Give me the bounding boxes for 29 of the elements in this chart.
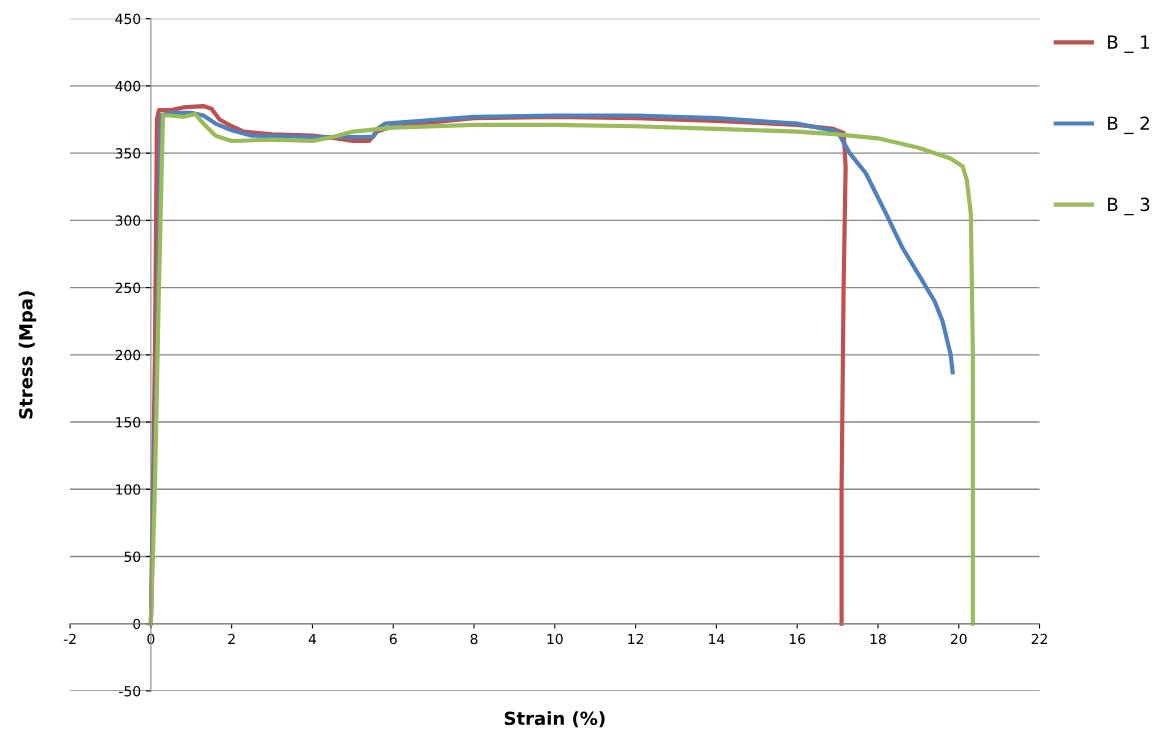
x-tick-label: 12 xyxy=(628,633,644,645)
x-tick-label: 14 xyxy=(709,633,725,645)
x-tick-label: 20 xyxy=(950,633,967,645)
y-tick-label: 400 xyxy=(115,80,141,92)
y-axis-title: Stress (Mpa) xyxy=(18,291,37,419)
y-tick-label: 50 xyxy=(124,551,141,562)
y-tick-label: 0 xyxy=(133,618,141,630)
x-tick-label: 4 xyxy=(308,633,317,645)
y-tick-label: 300 xyxy=(115,215,141,226)
x-tick-label: 0 xyxy=(147,633,155,645)
x-tick-label: -2 xyxy=(63,633,76,645)
y-tick-label: 200 xyxy=(115,349,141,361)
x-tick-label: 16 xyxy=(789,633,806,645)
legend-label: B _ 2 xyxy=(1108,116,1149,135)
x-tick-label: 6 xyxy=(389,633,397,645)
legend-label: B _ 1 xyxy=(1108,35,1150,53)
y-tick-label: 450 xyxy=(115,13,141,25)
y-tick-label: 350 xyxy=(115,148,141,159)
x-tick-label: 8 xyxy=(470,633,478,645)
y-tick-label: 250 xyxy=(115,282,141,294)
legend-label: B _ 3 xyxy=(1108,197,1150,216)
x-tick-label: 18 xyxy=(870,633,886,645)
y-tick-label: 100 xyxy=(116,484,141,495)
x-tick-label: 2 xyxy=(228,633,235,645)
x-tick-label: 22 xyxy=(1031,633,1047,645)
y-tick-label: -50 xyxy=(119,685,141,697)
x-tick-label: 10 xyxy=(547,633,563,645)
y-tick-label: 150 xyxy=(116,417,141,428)
x-axis-title: Strain (%) xyxy=(504,711,605,728)
